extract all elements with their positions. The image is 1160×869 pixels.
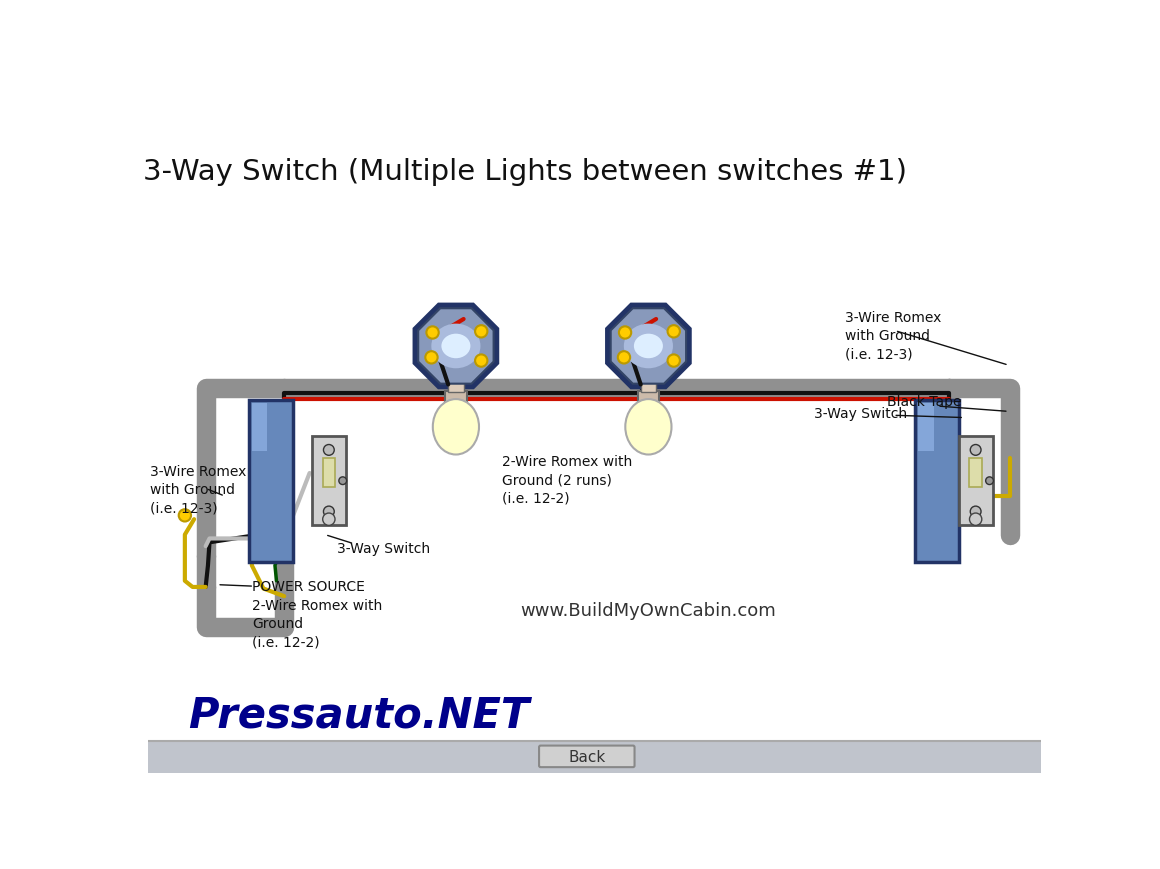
- Circle shape: [970, 514, 981, 526]
- Text: 3-Way Switch (Multiple Lights between switches #1): 3-Way Switch (Multiple Lights between sw…: [143, 158, 907, 186]
- Bar: [915, 401, 959, 562]
- Circle shape: [970, 507, 981, 517]
- Circle shape: [324, 445, 334, 455]
- Text: 3-Way Switch: 3-Way Switch: [814, 407, 907, 421]
- Bar: [970, 458, 981, 488]
- Bar: [918, 403, 934, 452]
- Text: 2-Wire Romex with
Ground (2 runs)
(i.e. 12-2): 2-Wire Romex with Ground (2 runs) (i.e. …: [502, 454, 632, 505]
- Bar: [445, 391, 466, 405]
- Polygon shape: [414, 305, 498, 388]
- Circle shape: [427, 327, 438, 339]
- Circle shape: [970, 445, 981, 455]
- Ellipse shape: [432, 324, 480, 368]
- Bar: [148, 741, 1042, 773]
- Bar: [958, 436, 993, 526]
- Circle shape: [324, 507, 334, 517]
- Text: Black Tape: Black Tape: [887, 395, 962, 409]
- Bar: [448, 383, 464, 393]
- Text: 3-Wire Romex
with Ground
(i.e. 12-3): 3-Wire Romex with Ground (i.e. 12-3): [844, 310, 941, 362]
- Text: POWER SOURCE
2-Wire Romex with
Ground
(i.e. 12-2): POWER SOURCE 2-Wire Romex with Ground (i…: [252, 580, 382, 649]
- Ellipse shape: [625, 400, 672, 455]
- Polygon shape: [607, 305, 690, 388]
- Circle shape: [339, 477, 347, 485]
- Bar: [312, 436, 346, 526]
- Ellipse shape: [624, 324, 673, 368]
- Circle shape: [476, 355, 487, 368]
- Text: 3-Wire Romex
with Ground
(i.e. 12-3): 3-Wire Romex with Ground (i.e. 12-3): [150, 464, 247, 515]
- Circle shape: [667, 355, 680, 368]
- Circle shape: [476, 326, 487, 338]
- Bar: [640, 383, 657, 393]
- Text: Pressauto.NET: Pressauto.NET: [188, 693, 529, 735]
- FancyBboxPatch shape: [539, 746, 635, 767]
- Text: Back: Back: [568, 749, 606, 764]
- Circle shape: [619, 327, 631, 339]
- Ellipse shape: [442, 335, 471, 359]
- Circle shape: [426, 352, 437, 364]
- Bar: [252, 403, 268, 452]
- Polygon shape: [419, 308, 494, 384]
- Polygon shape: [610, 308, 686, 384]
- Bar: [638, 391, 659, 405]
- Circle shape: [667, 326, 680, 338]
- Bar: [322, 458, 335, 488]
- Circle shape: [179, 509, 191, 522]
- Bar: [248, 401, 293, 562]
- Ellipse shape: [433, 400, 479, 455]
- Ellipse shape: [633, 335, 662, 359]
- Circle shape: [986, 477, 993, 485]
- Circle shape: [322, 514, 335, 526]
- Text: www.BuildMyOwnCabin.com: www.BuildMyOwnCabin.com: [521, 601, 776, 620]
- Circle shape: [618, 352, 630, 364]
- Text: 3-Way Switch: 3-Way Switch: [336, 541, 429, 555]
